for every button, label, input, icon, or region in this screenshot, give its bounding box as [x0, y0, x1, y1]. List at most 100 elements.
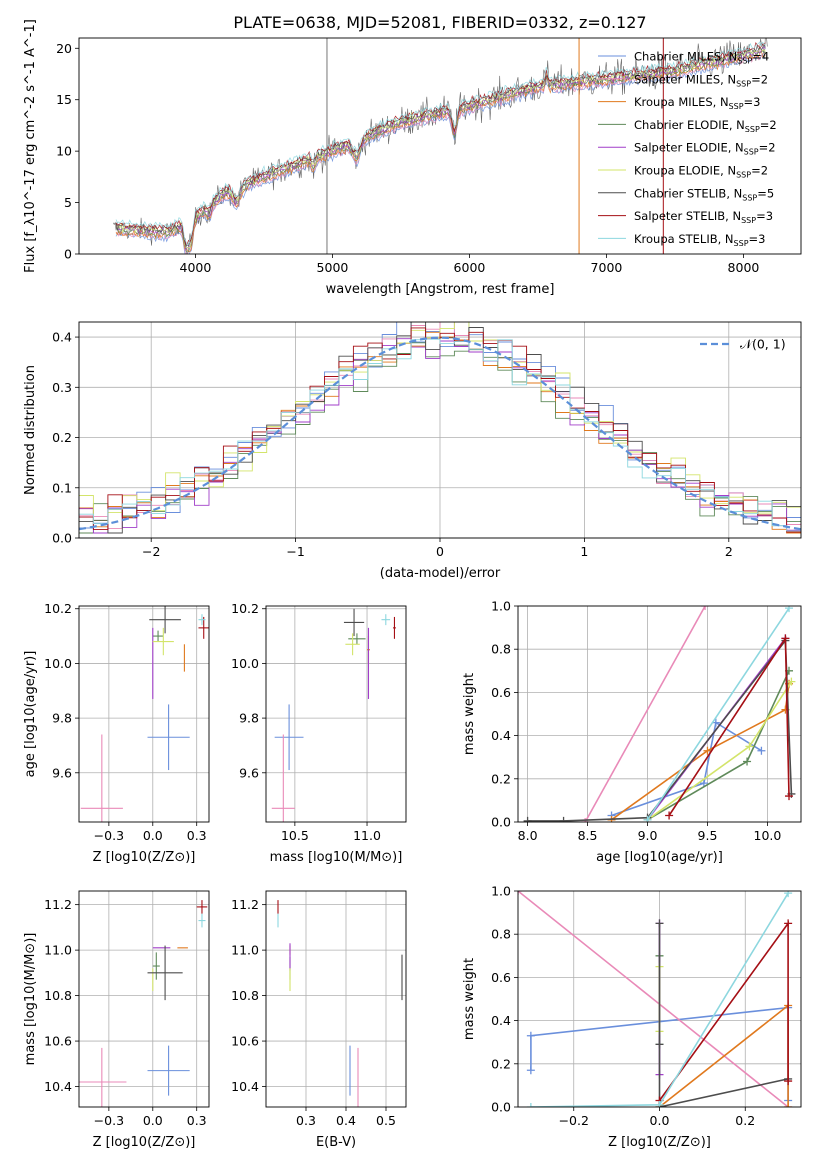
legend-entry: Kroupa STELIB, NSSP=3	[634, 232, 765, 248]
age-vs-mass-ytick-label: 9.8	[239, 711, 259, 726]
legend-entry: Kroupa ELODIE, NSSP=2	[634, 164, 768, 180]
mass-weight-vs-age-point-marker	[787, 677, 796, 686]
mass-weight-vs-Z-frame	[517, 890, 802, 1108]
spectrum-xtick-label: 6000	[454, 260, 486, 275]
mass-vs-EBV-xtick-label: 0.4	[336, 1113, 356, 1128]
residuals-ytick-label: 0.1	[52, 480, 72, 495]
mass-weight-vs-age-point-marker	[785, 606, 794, 613]
mass-weight-vs-age-ytick-label: 0.0	[491, 815, 511, 830]
spectrum-ytick-label: 0	[64, 247, 72, 262]
mass-weight-vs-age-xtick-label: 9.5	[698, 828, 718, 843]
residuals-xtick-label: −1	[286, 544, 304, 559]
mass-weight-vs-Z-ytick-label: 0.4	[491, 1013, 511, 1028]
mass-weight-vs-age-point-marker	[665, 811, 674, 820]
age-vs-Z-ytick-label: 9.8	[52, 711, 72, 726]
mass-weight-vs-age-ytick-label: 0.4	[491, 728, 511, 743]
mass-weight-vs-Z-lines	[518, 891, 793, 1107]
mass-weight-vs-Z-point-marker	[784, 1077, 793, 1086]
mass-vs-EBV-frame	[265, 890, 407, 1108]
mass-weight-vs-age-point-marker	[703, 746, 712, 755]
legend-entry: Chabrier ELODIE, NSSP=2	[634, 118, 777, 134]
spectrum-model-line	[115, 41, 766, 246]
mass-weight-vs-Z-point-marker	[655, 1100, 664, 1107]
mass-weight-vs-Z-point-marker	[655, 1040, 664, 1049]
legend-entry: Salpeter ELODIE, NSSP=2	[634, 141, 776, 157]
residuals-ytick-label: 0.3	[52, 380, 72, 395]
residuals-ytick-label: 0.0	[52, 531, 72, 546]
mass-weight-vs-age-ytick-label: 0.6	[491, 685, 511, 700]
mass-weight-vs-age-xtick-label: 8.5	[578, 828, 598, 843]
spectrum-ylabel: Flux [f_λ10^-17 erg cm^-2 s^-1 A^-1]	[23, 19, 38, 273]
residuals-gaussian	[79, 336, 801, 531]
mass-vs-Z-ytick-label: 10.6	[44, 1034, 72, 1049]
spectrum-legend: Chabrier MILES, NSSP=4 Salpeter MILES, NS…	[598, 50, 777, 248]
spectrum-ytick-label: 10	[56, 144, 72, 159]
mass-weight-vs-Z-xlabel: Z [log10(Z/Z⊙)]	[608, 1135, 711, 1150]
mass-weight-vs-Z-point-marker	[784, 1103, 793, 1107]
mass-weight-vs-Z-ylabel: mass weight	[462, 958, 477, 1040]
age-vs-Z-xtick-label: 0.0	[143, 828, 163, 843]
mass-vs-EBV-xlabel: E(B-V)	[316, 1135, 356, 1150]
age-vs-Z-xtick-label: 0.3	[187, 828, 207, 843]
age-vs-Z-frame	[78, 605, 210, 823]
mass-vs-Z-xtick-label: 0.0	[143, 1113, 163, 1128]
mass-weight-vs-Z-xtick-label: 0.0	[650, 1113, 670, 1128]
mass-weight-vs-Z-point-marker	[526, 1066, 535, 1075]
residuals-legend-entry: 𝒩(0, 1)	[740, 337, 786, 352]
spectrum-frame	[78, 37, 802, 255]
mass-vs-EBV-points	[277, 900, 403, 1107]
age-vs-mass-frame	[265, 605, 407, 823]
residuals-hists	[79, 322, 801, 534]
mass-vs-Z-ytick-label: 11.0	[44, 943, 72, 958]
spectrum-ytick-label: 20	[56, 41, 72, 56]
age-vs-Z-xlabel: Z [log10(Z/Z⊙)]	[93, 850, 196, 865]
mass-weight-vs-age-xtick-label: 10.0	[754, 828, 782, 843]
mass-vs-EBV-axes: 0.3 0.4 0.5 10.4 10.6 10.8 11.0 11.2 E(B-V)	[231, 891, 406, 1150]
mass-weight-vs-Z-ytick-label: 0.0	[491, 1100, 511, 1115]
mass-weight-vs-age-xlabel: age [log10(age/yr)]	[596, 850, 723, 865]
mass-weight-vs-Z-point-marker	[526, 1103, 535, 1107]
mass-weight-vs-age-point-marker	[643, 815, 652, 822]
mass-weight-vs-Z-ytick-label: 0.6	[491, 970, 511, 985]
mass-weight-vs-Z-ytick-label: 0.8	[491, 927, 511, 942]
spectrum-ytick-label: 15	[56, 92, 72, 107]
residuals-xlabel: (data-model)/error	[380, 566, 501, 581]
mass-weight-vs-age-ylabel: mass weight	[462, 673, 477, 755]
mass-weight-vs-Z-point-marker	[526, 1031, 535, 1040]
spectrum-model-line	[115, 41, 766, 246]
age-vs-Z-ytick-label: 10.0	[44, 656, 72, 671]
mass-weight-vs-Z-xtick-label: −0.2	[559, 1113, 589, 1128]
mass-weight-vs-age-point-marker	[785, 792, 794, 801]
mass-vs-Z-xtick-label: 0.3	[187, 1113, 207, 1128]
mass-weight-vs-Z-point-marker	[655, 919, 664, 928]
mass-weight-vs-age-frame	[517, 605, 802, 823]
mass-vs-Z-ylabel: mass [log10(M/M⊙)]	[23, 933, 38, 1066]
mass-weight-vs-age-point-marker	[757, 746, 766, 755]
mass-weight-vs-age-ytick-label: 0.8	[491, 642, 511, 657]
mass-vs-Z-xlabel: Z [log10(Z/Z⊙)]	[93, 1135, 196, 1150]
residuals-histogram	[79, 327, 801, 533]
spectrum-xtick-label: 7000	[591, 260, 623, 275]
mass-vs-EBV-xtick-label: 0.3	[296, 1113, 316, 1128]
age-vs-mass-axes: 10.5 11.0 9.6 9.8 10.0 10.2 mass [log10(M/M⊙)]	[231, 601, 406, 865]
age-vs-mass-ytick-label: 9.6	[239, 765, 259, 780]
mass-weight-vs-Z-ytick-label: 1.0	[491, 884, 511, 899]
residuals-xtick-label: 2	[725, 544, 733, 559]
spectrum-axes: 4000 5000 6000 7000 8000 0 5 10 15 20 wavelength […	[23, 19, 759, 297]
spectrum-xtick-label: 8000	[728, 260, 760, 275]
mass-vs-Z-frame	[78, 890, 210, 1108]
mass-weight-vs-Z-ytick-label: 0.2	[491, 1056, 511, 1071]
legend-entry: Salpeter STELIB, NSSP=3	[634, 209, 773, 225]
mass-vs-EBV-xtick-label: 0.5	[376, 1113, 396, 1128]
age-vs-mass-points	[271, 608, 396, 822]
mass-weight-vs-Z-point-marker	[784, 891, 793, 898]
legend-entry: Salpeter MILES, NSSP=2	[634, 72, 768, 88]
age-vs-mass-xtick-label: 10.5	[281, 828, 309, 843]
age-vs-mass-ytick-label: 10.2	[231, 601, 259, 616]
spectrum-xtick-label: 5000	[317, 260, 349, 275]
residuals-frame	[78, 321, 802, 539]
mass-vs-Z-xtick-label: −0.3	[94, 1113, 124, 1128]
mass-weight-vs-Z-series-line	[518, 891, 789, 1107]
spectrum-model-line	[115, 46, 766, 251]
